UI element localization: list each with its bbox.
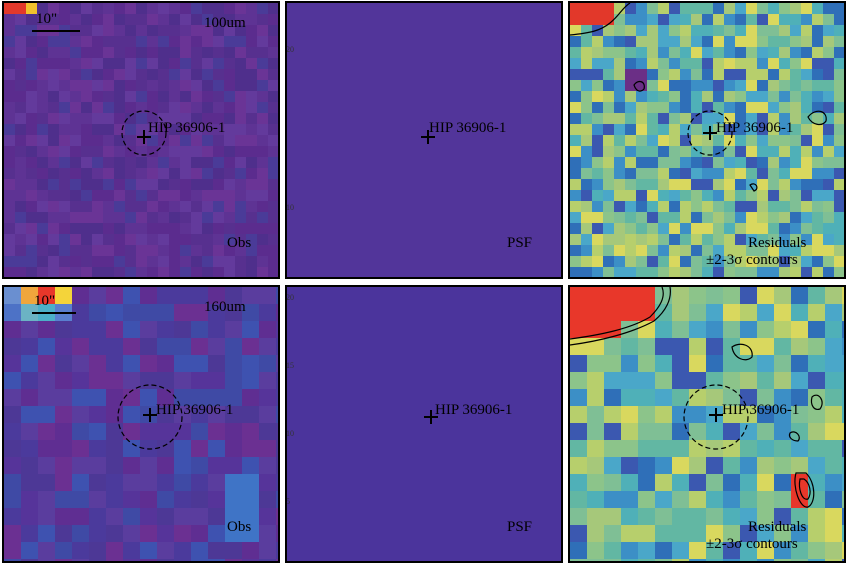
- psf-100um-image: [287, 3, 561, 277]
- axis-tick-10: 10: [286, 429, 294, 438]
- obs-160um-panel: 10" 160um HIP 36906-1 Obs: [2, 285, 280, 563]
- obs-label: Obs: [227, 235, 252, 251]
- axis-tick-20: 20: [286, 45, 294, 54]
- psf-160um-panel: 20 15 10 5 HIP 36906-1 PSF: [285, 285, 563, 563]
- psf-160um-image: [287, 287, 561, 561]
- psf-label: PSF: [507, 519, 533, 535]
- scale-label: 10": [34, 293, 56, 309]
- residuals-label: Residuals: [748, 519, 807, 535]
- obs-100um-panel: 10" 100um HIP 36906-1 Obs: [2, 1, 280, 279]
- axis-tick-15: 15: [286, 361, 294, 370]
- axis-tick-20: 20: [286, 293, 294, 302]
- psf-label: PSF: [507, 235, 533, 251]
- target-label: HIP 36906-1: [722, 402, 800, 418]
- band-label: 160um: [204, 299, 246, 315]
- axis-tick-5: 5: [286, 497, 290, 506]
- scale-bar: [32, 30, 80, 32]
- res-160um-panel: HIP 36906-1 Residuals ±2-3σ contours: [568, 285, 846, 563]
- res-160um-image: [570, 287, 844, 561]
- res-100um-image: [570, 3, 844, 277]
- source-aperture: [117, 384, 183, 450]
- contours-label: ±2-3σ contours: [706, 536, 798, 552]
- residual-contours: [570, 3, 827, 192]
- target-label: HIP 36906-1: [429, 120, 507, 136]
- scale-bar: [32, 312, 76, 314]
- target-label: HIP 36906-1: [716, 120, 794, 136]
- obs-100um-image: [4, 3, 278, 277]
- target-label: HIP 36906-1: [148, 120, 226, 136]
- target-label: HIP 36906-1: [435, 402, 513, 418]
- psf-100um-panel: 20 10 HIP 36906-1 PSF: [285, 1, 563, 279]
- axis-tick-10: 10: [286, 203, 294, 212]
- obs-160um-image: [4, 287, 278, 561]
- res-100um-panel: HIP 36906-1 Residuals ±2-3σ contours: [568, 1, 846, 279]
- residual-contours: [570, 287, 823, 508]
- obs-label: Obs: [227, 519, 252, 535]
- contours-label: ±2-3σ contours: [706, 252, 798, 268]
- band-label: 100um: [204, 15, 246, 31]
- target-label: HIP 36906-1: [156, 402, 234, 418]
- residuals-label: Residuals: [748, 235, 807, 251]
- source-aperture: [121, 110, 167, 156]
- scale-label: 10": [36, 11, 58, 27]
